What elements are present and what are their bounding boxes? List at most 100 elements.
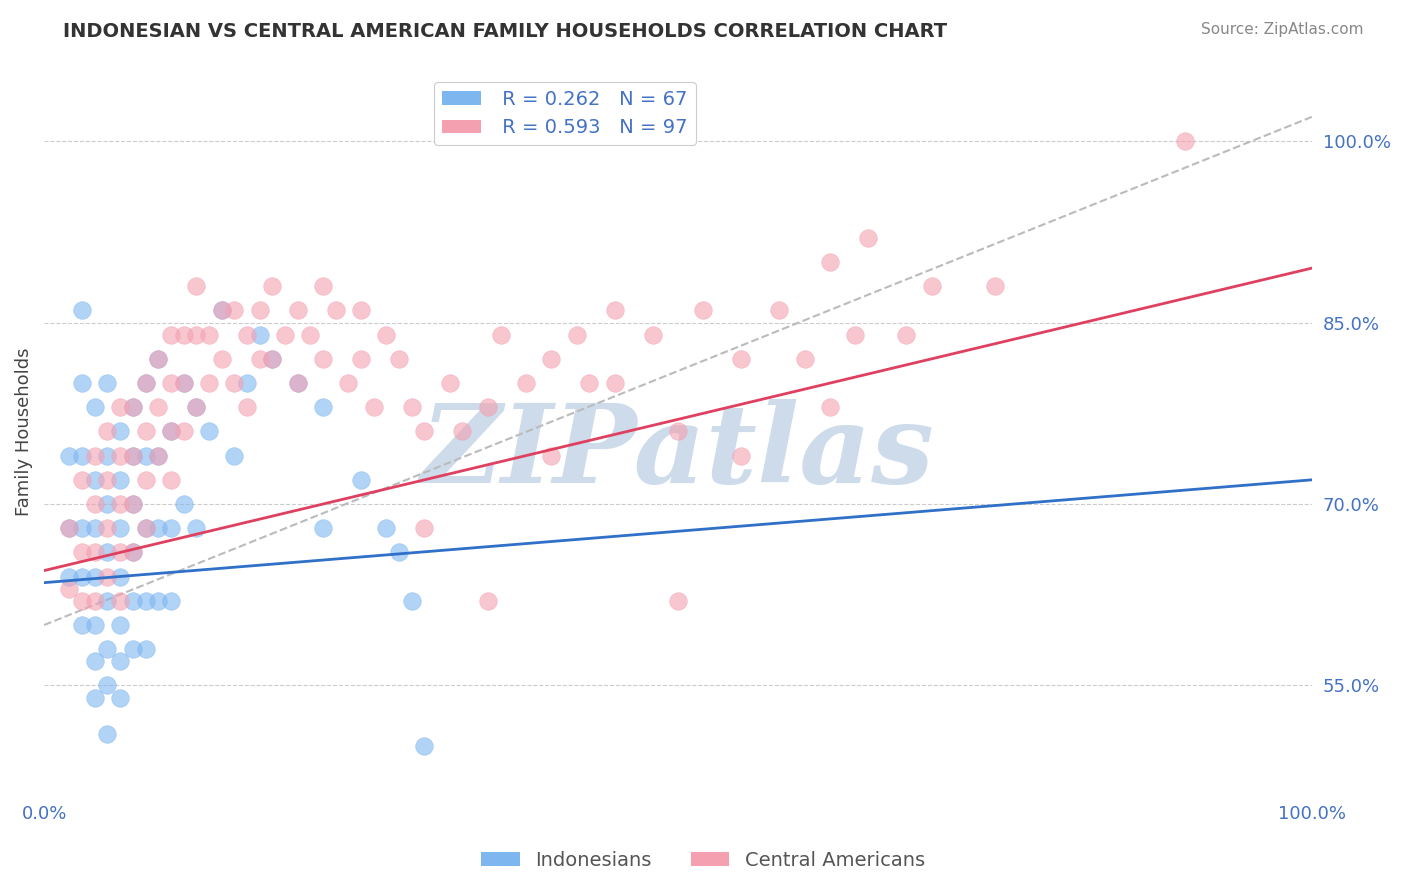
Point bbox=[350, 473, 373, 487]
Point bbox=[108, 654, 131, 668]
Point bbox=[325, 303, 347, 318]
Point bbox=[363, 401, 385, 415]
Point bbox=[96, 449, 118, 463]
Point bbox=[58, 521, 80, 535]
Point bbox=[186, 279, 208, 293]
Point bbox=[312, 279, 335, 293]
Point bbox=[375, 327, 398, 342]
Point bbox=[224, 449, 246, 463]
Point bbox=[148, 449, 170, 463]
Point bbox=[108, 473, 131, 487]
Point bbox=[236, 327, 259, 342]
Point bbox=[83, 497, 105, 511]
Point bbox=[83, 473, 105, 487]
Point bbox=[121, 642, 143, 657]
Point bbox=[108, 569, 131, 583]
Point bbox=[135, 449, 157, 463]
Point bbox=[211, 351, 233, 366]
Point bbox=[58, 569, 80, 583]
Point bbox=[540, 449, 562, 463]
Point bbox=[388, 351, 411, 366]
Point bbox=[96, 376, 118, 390]
Point bbox=[96, 727, 118, 741]
Point bbox=[439, 836, 461, 850]
Point bbox=[350, 351, 373, 366]
Point bbox=[173, 376, 195, 390]
Point bbox=[135, 521, 157, 535]
Point bbox=[186, 521, 208, 535]
Point bbox=[401, 401, 423, 415]
Point bbox=[148, 594, 170, 608]
Point bbox=[96, 545, 118, 559]
Point bbox=[96, 425, 118, 439]
Point bbox=[984, 279, 1007, 293]
Point bbox=[299, 327, 322, 342]
Point bbox=[70, 376, 93, 390]
Point bbox=[96, 678, 118, 692]
Point bbox=[337, 376, 360, 390]
Point bbox=[70, 545, 93, 559]
Point bbox=[540, 351, 562, 366]
Point bbox=[58, 521, 80, 535]
Point bbox=[198, 425, 221, 439]
Point bbox=[186, 327, 208, 342]
Point bbox=[121, 449, 143, 463]
Point bbox=[578, 376, 600, 390]
Text: INDONESIAN VS CENTRAL AMERICAN FAMILY HOUSEHOLDS CORRELATION CHART: INDONESIAN VS CENTRAL AMERICAN FAMILY HO… bbox=[63, 22, 948, 41]
Point bbox=[96, 642, 118, 657]
Point bbox=[173, 376, 195, 390]
Point bbox=[160, 327, 183, 342]
Point bbox=[160, 473, 183, 487]
Point bbox=[135, 473, 157, 487]
Point bbox=[401, 594, 423, 608]
Point bbox=[83, 521, 105, 535]
Point bbox=[641, 327, 664, 342]
Point bbox=[83, 569, 105, 583]
Point bbox=[70, 618, 93, 632]
Point bbox=[121, 401, 143, 415]
Legend: Indonesians, Central Americans: Indonesians, Central Americans bbox=[472, 843, 934, 878]
Point bbox=[249, 303, 271, 318]
Point bbox=[160, 521, 183, 535]
Point bbox=[148, 449, 170, 463]
Point bbox=[96, 497, 118, 511]
Point bbox=[224, 376, 246, 390]
Point bbox=[83, 618, 105, 632]
Point bbox=[70, 594, 93, 608]
Point bbox=[58, 582, 80, 596]
Point bbox=[108, 521, 131, 535]
Point bbox=[108, 497, 131, 511]
Point bbox=[768, 303, 790, 318]
Point bbox=[148, 351, 170, 366]
Point bbox=[135, 594, 157, 608]
Point bbox=[287, 376, 309, 390]
Point bbox=[135, 376, 157, 390]
Point bbox=[236, 376, 259, 390]
Point bbox=[921, 279, 943, 293]
Point bbox=[515, 376, 537, 390]
Point bbox=[224, 303, 246, 318]
Point bbox=[70, 449, 93, 463]
Point bbox=[477, 594, 499, 608]
Point bbox=[121, 497, 143, 511]
Point bbox=[262, 351, 284, 366]
Point bbox=[108, 618, 131, 632]
Point bbox=[70, 473, 93, 487]
Point bbox=[565, 327, 588, 342]
Point bbox=[413, 425, 436, 439]
Point bbox=[413, 521, 436, 535]
Point bbox=[135, 376, 157, 390]
Point bbox=[262, 351, 284, 366]
Y-axis label: Family Households: Family Households bbox=[15, 347, 32, 516]
Point bbox=[198, 327, 221, 342]
Point bbox=[186, 401, 208, 415]
Point bbox=[249, 351, 271, 366]
Text: Source: ZipAtlas.com: Source: ZipAtlas.com bbox=[1201, 22, 1364, 37]
Point bbox=[83, 401, 105, 415]
Point bbox=[96, 594, 118, 608]
Point bbox=[108, 449, 131, 463]
Point bbox=[121, 449, 143, 463]
Point bbox=[312, 401, 335, 415]
Point bbox=[160, 425, 183, 439]
Point bbox=[375, 521, 398, 535]
